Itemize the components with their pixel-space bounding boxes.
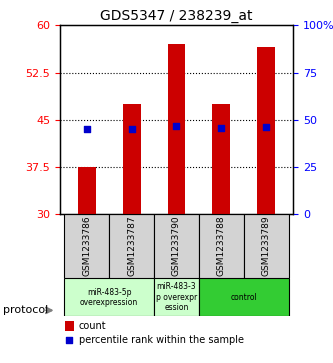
Bar	[78, 167, 96, 214]
Bar	[65, 321, 74, 331]
Text: protocol: protocol	[3, 305, 49, 315]
FancyBboxPatch shape	[64, 214, 109, 278]
FancyBboxPatch shape	[109, 214, 154, 278]
Title: GDS5347 / 238239_at: GDS5347 / 238239_at	[100, 9, 253, 23]
FancyBboxPatch shape	[64, 278, 154, 316]
Text: miR-483-3
p overexpr
ession: miR-483-3 p overexpr ession	[156, 282, 197, 312]
Point	[129, 126, 134, 132]
FancyBboxPatch shape	[154, 278, 199, 316]
Text: GSM1233788: GSM1233788	[217, 216, 226, 277]
Point	[67, 338, 72, 343]
Point	[84, 126, 90, 132]
Bar	[212, 104, 230, 214]
Text: control: control	[230, 293, 257, 302]
Text: GSM1233790: GSM1233790	[172, 216, 181, 277]
Bar	[167, 44, 185, 214]
Point	[219, 125, 224, 131]
Point	[174, 123, 179, 129]
Bar	[123, 104, 141, 214]
Text: miR-483-5p
overexpression: miR-483-5p overexpression	[80, 287, 139, 307]
Text: GSM1233786: GSM1233786	[82, 216, 91, 277]
Bar	[257, 48, 275, 214]
FancyBboxPatch shape	[244, 214, 289, 278]
Text: GSM1233787: GSM1233787	[127, 216, 136, 277]
FancyBboxPatch shape	[199, 214, 244, 278]
FancyBboxPatch shape	[199, 278, 289, 316]
Text: count: count	[79, 321, 106, 331]
Text: percentile rank within the sample: percentile rank within the sample	[79, 335, 243, 346]
Point	[263, 124, 269, 130]
Text: GSM1233789: GSM1233789	[262, 216, 271, 277]
FancyBboxPatch shape	[154, 214, 199, 278]
